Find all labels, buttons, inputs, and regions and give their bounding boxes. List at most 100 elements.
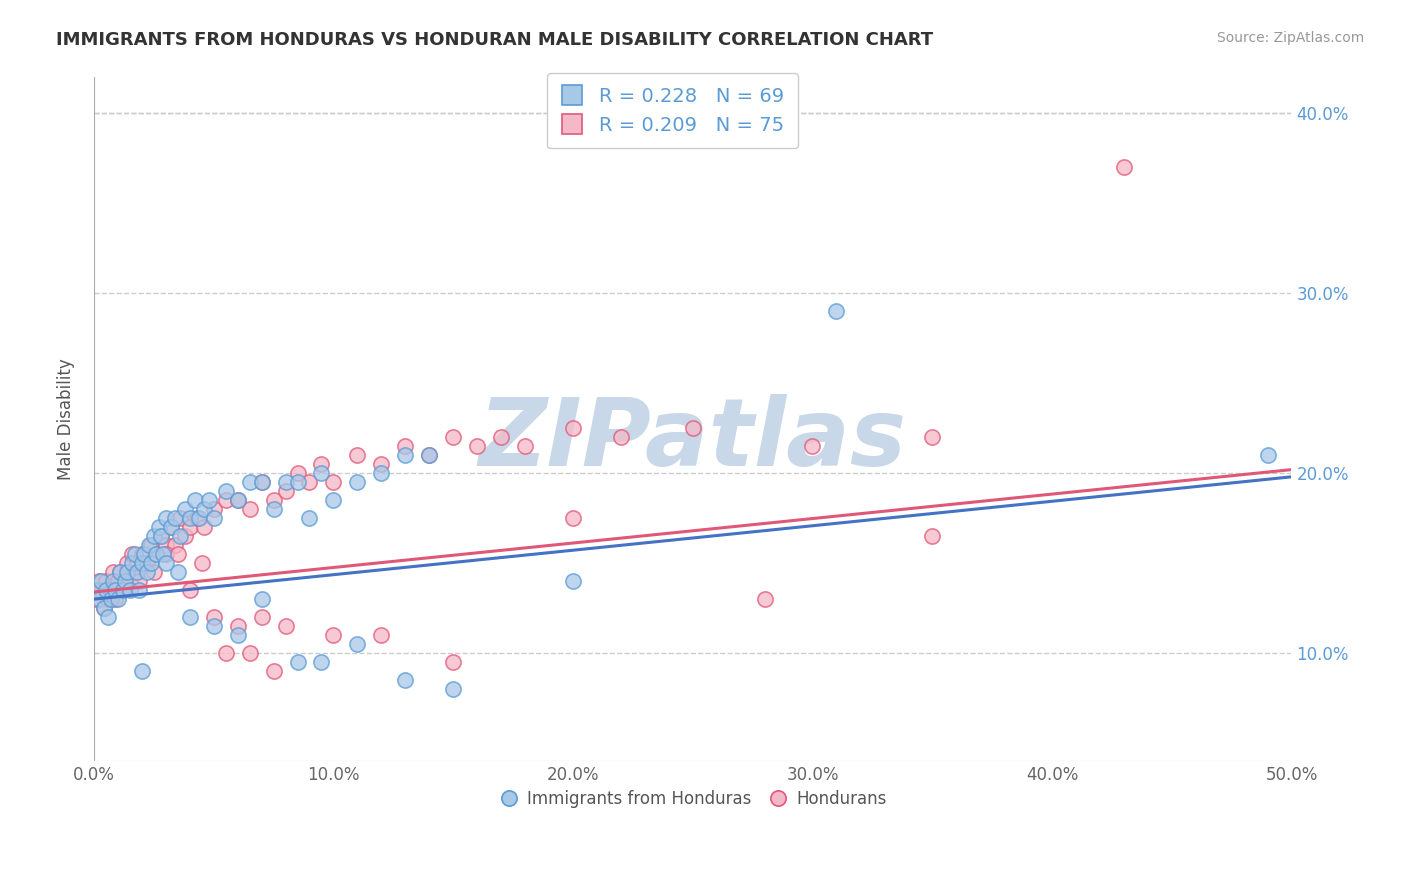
Point [138,538,160,552]
Point [166,547,188,561]
Point [141,538,163,552]
Point [287,655,309,669]
Point [124,547,146,561]
Point [465,439,488,453]
Text: ZIPatlas: ZIPatlas [478,393,907,486]
Point [155,547,177,561]
Point [322,628,344,642]
Point [90,583,112,598]
Point [145,547,167,561]
Point [198,493,221,508]
Point [193,520,215,534]
Point [117,556,139,570]
Point [159,520,181,534]
Point [921,529,943,543]
Point [322,493,344,508]
Point [131,664,153,678]
Point [183,493,205,508]
Point [179,520,201,534]
Y-axis label: Male Disability: Male Disability [58,359,75,480]
Point [159,520,181,534]
Point [370,467,392,481]
Point [93,601,115,615]
Point [166,565,188,579]
Point [418,448,440,462]
Point [561,421,583,435]
Point [1112,161,1135,175]
Point [921,430,943,444]
Point [263,664,285,678]
Point [134,547,156,561]
Point [239,475,262,490]
Point [135,556,157,570]
Point [128,574,150,589]
Point [107,592,129,607]
Point [346,637,368,651]
Point [145,547,167,561]
Point [274,619,297,633]
Point [193,502,215,516]
Point [97,610,120,624]
Point [174,502,197,516]
Point [142,529,165,543]
Point [239,502,262,516]
Text: IMMIGRANTS FROM HONDURAS VS HONDURAN MALE DISABILITY CORRELATION CHART: IMMIGRANTS FROM HONDURAS VS HONDURAN MAL… [56,31,934,49]
Point [93,601,115,615]
Point [124,565,146,579]
Point [169,511,191,525]
Point [110,565,132,579]
Point [441,682,464,697]
Point [394,448,416,462]
Point [121,556,143,570]
Legend: Immigrants from Honduras, Hondurans: Immigrants from Honduras, Hondurans [492,783,893,814]
Point [141,556,163,570]
Point [214,484,236,499]
Point [202,619,225,633]
Point [214,646,236,660]
Point [111,583,134,598]
Point [179,583,201,598]
Point [287,475,309,490]
Point [165,511,187,525]
Point [513,439,536,453]
Point [150,529,173,543]
Point [226,493,249,508]
Point [322,475,344,490]
Point [152,547,174,561]
Point [610,430,633,444]
Point [179,610,201,624]
Point [561,511,583,525]
Point [121,547,143,561]
Point [250,475,273,490]
Point [226,628,249,642]
Point [110,565,132,579]
Point [754,592,776,607]
Point [86,592,108,607]
Point [263,493,285,508]
Point [90,574,112,589]
Point [190,556,212,570]
Point [128,583,150,598]
Point [100,583,122,598]
Point [94,574,117,589]
Point [155,538,177,552]
Point [418,448,440,462]
Point [287,467,309,481]
Point [155,511,177,525]
Point [202,502,225,516]
Point [150,529,173,543]
Point [174,529,197,543]
Point [394,673,416,687]
Point [250,592,273,607]
Point [214,493,236,508]
Point [118,574,141,589]
Point [346,475,368,490]
Point [250,610,273,624]
Point [104,583,127,598]
Point [311,457,333,471]
Point [148,520,170,534]
Point [250,475,273,490]
Point [87,574,110,589]
Point [97,592,120,607]
Point [118,583,141,598]
